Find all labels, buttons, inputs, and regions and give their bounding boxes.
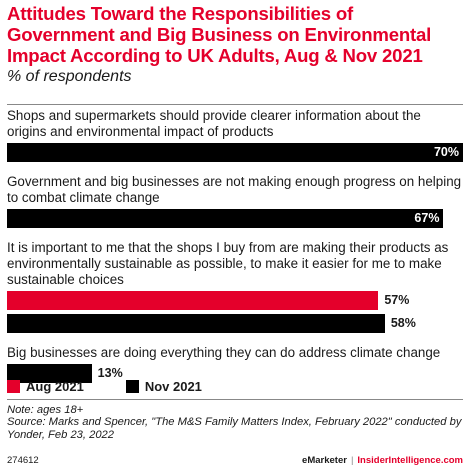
- chart-header: Attitudes Toward the Responsibilities of…: [7, 3, 463, 87]
- bar-chart: Shops and supermarkets should provide cl…: [7, 108, 463, 383]
- chart-subtitle: % of respondents: [7, 68, 132, 85]
- brand-emarketer: eMarketer: [302, 455, 347, 466]
- data-label: 70%: [433, 145, 459, 159]
- brand-insider-intelligence: InsiderIntelligence.com: [357, 455, 463, 466]
- chart-notes: Note: ages 18+ Source: Marks and Spencer…: [7, 404, 463, 441]
- data-label: 57%: [384, 293, 410, 307]
- footer-brand: eMarketer | InsiderIntelligence.com: [302, 454, 463, 468]
- legend-item: Nov 2021: [125, 378, 202, 394]
- category-label: Big businesses are doing everything they…: [7, 345, 441, 360]
- top-divider: [7, 104, 463, 105]
- category-label: It is important to me that the shops I b…: [7, 240, 449, 287]
- legend-swatch: [125, 379, 139, 393]
- legend-label: Aug 2021: [26, 378, 84, 394]
- brand-separator: |: [350, 455, 354, 466]
- bar-nov-2021: [7, 143, 463, 162]
- bar-nov-2021: [7, 209, 444, 228]
- data-label: 58%: [390, 316, 416, 330]
- bar-nov-2021: [7, 314, 385, 333]
- notes-divider: [7, 399, 463, 400]
- bar-nov-2021: [7, 364, 92, 383]
- source-text: Source: Marks and Spencer, "The M&S Fami…: [7, 416, 462, 441]
- data-label: 67%: [414, 211, 440, 225]
- legend-label: Nov 2021: [144, 378, 202, 394]
- data-label: 13%: [97, 366, 123, 380]
- chart-id: 274612: [7, 455, 39, 466]
- legend-swatch: [7, 379, 20, 393]
- bar-aug-2021: [7, 291, 379, 310]
- footer: 274612 eMarketer | InsiderIntelligence.com: [7, 454, 463, 468]
- legend-item: Aug 2021: [7, 379, 84, 394]
- chart-title: Attitudes Toward the Responsibilities of…: [7, 3, 432, 66]
- category-label: Shops and supermarkets should provide cl…: [7, 108, 421, 139]
- note-text: Note: ages 18+: [7, 404, 84, 416]
- chart-legend: Aug 2021 Nov 2021: [7, 378, 244, 394]
- category-label: Government and big businesses are not ma…: [7, 174, 462, 205]
